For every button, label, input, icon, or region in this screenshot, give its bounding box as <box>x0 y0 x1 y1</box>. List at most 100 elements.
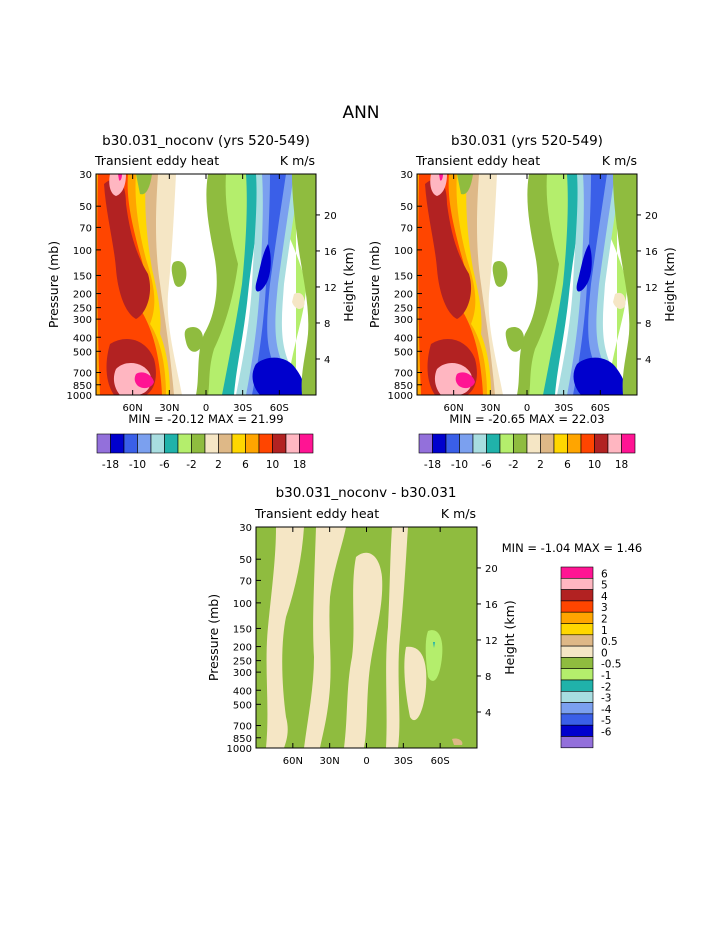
colorbar-swatch <box>164 433 179 454</box>
height-tick-label: 20 <box>324 211 337 222</box>
y-axis-label: Pressure (mb) <box>367 241 382 328</box>
pressure-tick-label: 700 <box>233 722 252 733</box>
colorbar-swatch <box>560 600 594 613</box>
colorbar-label: 18 <box>293 459 306 471</box>
pressure-tick-label: 400 <box>73 333 92 344</box>
contour-region <box>255 244 271 292</box>
lat-tick-label: 60S <box>431 756 450 767</box>
contour-region <box>134 372 154 389</box>
panel-title: b30.031_noconv - b30.031 <box>276 485 457 501</box>
panel-subtitle: Transient eddy heat <box>254 506 379 521</box>
contour-region <box>433 642 435 648</box>
pressure-tick-label: 50 <box>79 202 92 213</box>
contour-region <box>404 646 427 721</box>
colorbar-swatch <box>560 679 594 692</box>
colorbar-swatch <box>96 433 111 454</box>
colorbar-swatch <box>123 433 138 454</box>
colorbar-swatch <box>621 433 636 454</box>
colorbar-swatch <box>560 713 594 726</box>
colorbar-label: 2 <box>601 614 608 626</box>
colorbar-label: -2 <box>601 681 611 693</box>
y-axis-label: Pressure (mb) <box>206 594 221 681</box>
contour-region <box>573 357 625 395</box>
colorbar-swatch <box>445 433 460 454</box>
contour-region <box>455 372 475 389</box>
colorbar-label: -6 <box>601 727 612 739</box>
colorbar-swatch <box>560 690 594 703</box>
colorbar-swatch <box>560 668 594 681</box>
colorbar-swatch <box>432 433 447 454</box>
pressure-tick-label: 50 <box>239 555 252 566</box>
contour-region <box>136 174 152 195</box>
contour-region <box>109 174 126 196</box>
colorbar-label: 6 <box>242 459 249 471</box>
lat-tick-label: 60S <box>591 403 610 414</box>
contour-region <box>386 527 408 748</box>
colorbar-label: 6 <box>564 459 571 471</box>
colorbar-swatch <box>486 433 501 454</box>
colorbar-label: -0.5 <box>601 659 622 671</box>
height-tick-label: 16 <box>324 247 337 258</box>
colorbar-label: -3 <box>601 693 611 705</box>
panel-units: K m/s <box>280 153 315 168</box>
height-tick-label: 16 <box>485 600 498 611</box>
contour-region <box>252 357 304 395</box>
pressure-tick-label: 500 <box>233 700 252 711</box>
colorbar-swatch <box>560 702 594 715</box>
pressure-tick-label: 30 <box>239 523 252 534</box>
colorbar-swatch <box>560 634 594 647</box>
contour-region <box>543 174 585 395</box>
panel-noconv: b30.031_noconv (yrs 520-549) Transient e… <box>46 133 356 471</box>
colorbar-label: -10 <box>451 459 468 471</box>
lat-tick-label: 30S <box>394 756 413 767</box>
contour-region <box>222 174 264 395</box>
colorbar-noconv: -18 -10 -6 -2 2 6 10 18 <box>96 433 314 471</box>
contour-region <box>425 179 472 319</box>
colorbar-label: 4 <box>601 591 608 603</box>
pressure-tick-label: 400 <box>394 333 413 344</box>
colorbar-swatch <box>560 577 594 590</box>
colorbar-label: 10 <box>588 459 601 471</box>
lat-tick-label: 0 <box>363 756 369 767</box>
pressure-tick-label: 1000 <box>227 744 252 755</box>
page-title: ANN <box>342 103 379 123</box>
panel-title: b30.031 (yrs 520-549) <box>451 133 603 149</box>
lat-tick-label: 30S <box>233 403 252 414</box>
colorbar-swatch <box>580 433 595 454</box>
contour-region <box>457 174 473 195</box>
pressure-tick-label: 300 <box>73 315 92 326</box>
colorbar-swatch <box>560 645 594 658</box>
colorbar-swatch <box>472 433 487 454</box>
colorbar-swatch <box>272 433 287 454</box>
height-tick-label: 12 <box>485 636 498 647</box>
y-axis-label: Pressure (mb) <box>46 241 61 328</box>
colorbar-swatch <box>218 433 233 454</box>
min-max-label: MIN = -20.12 MAX = 21.99 <box>128 412 283 426</box>
pressure-tick-label: 300 <box>233 668 252 679</box>
height-tick-label: 4 <box>324 355 330 366</box>
pressure-tick-label: 100 <box>233 599 252 610</box>
contour-region <box>425 630 443 681</box>
lat-tick-label: 30N <box>480 403 500 414</box>
colorbar-swatch <box>150 433 165 454</box>
pressure-tick-label: 850 <box>394 381 413 392</box>
colorbar-label: 0 <box>601 647 608 659</box>
pressure-tick-label: 200 <box>73 290 92 301</box>
contour-region <box>430 174 447 196</box>
pressure-tick-label: 500 <box>73 347 92 358</box>
height-tick-label: 8 <box>645 319 651 330</box>
lat-tick-label: 0 <box>203 403 209 414</box>
colorbar-label: 3 <box>601 602 608 614</box>
pressure-tick-label: 100 <box>394 246 413 257</box>
contour-region <box>184 326 204 352</box>
plot-area-control <box>417 174 637 395</box>
colorbar-swatch <box>560 724 594 737</box>
y-axis-right-label: Height (km) <box>341 247 356 321</box>
height-tick-label: 4 <box>645 355 651 366</box>
panel-subtitle: Transient eddy heat <box>415 153 540 168</box>
colorbar-label: -6 <box>159 459 170 471</box>
